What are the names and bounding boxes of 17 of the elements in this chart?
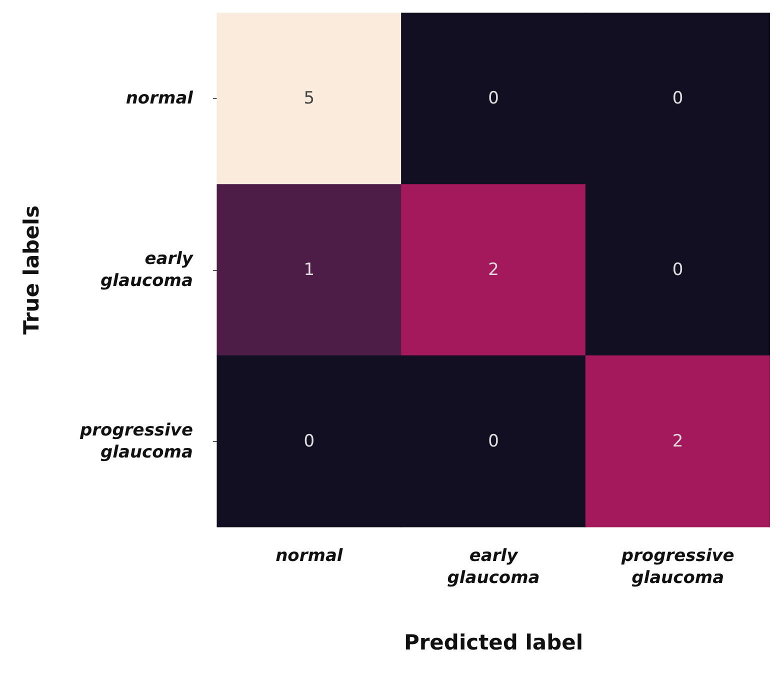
y-tick-label: early glaucoma: [100, 249, 194, 291]
x-tick-label: normal: [276, 546, 344, 566]
data-label: 2: [672, 431, 684, 452]
data-label: 0: [304, 431, 315, 452]
y-tick-label: progressive glaucoma: [79, 420, 193, 462]
data-label: 0: [488, 88, 499, 109]
data-label: 5: [304, 88, 315, 109]
x-axis-title: Predicted label: [404, 630, 584, 654]
y-tick-label: normal: [126, 88, 194, 109]
data-label: 0: [488, 431, 499, 452]
data-label: 1: [304, 260, 315, 280]
x-tick-label: early glaucoma: [447, 546, 540, 588]
data-label: 2: [488, 260, 499, 280]
data-label: 0: [672, 260, 684, 280]
data-label: 0: [672, 88, 684, 109]
y-axis-title: True labels: [20, 205, 44, 335]
x-tick-label: progressive glaucoma: [620, 546, 734, 588]
